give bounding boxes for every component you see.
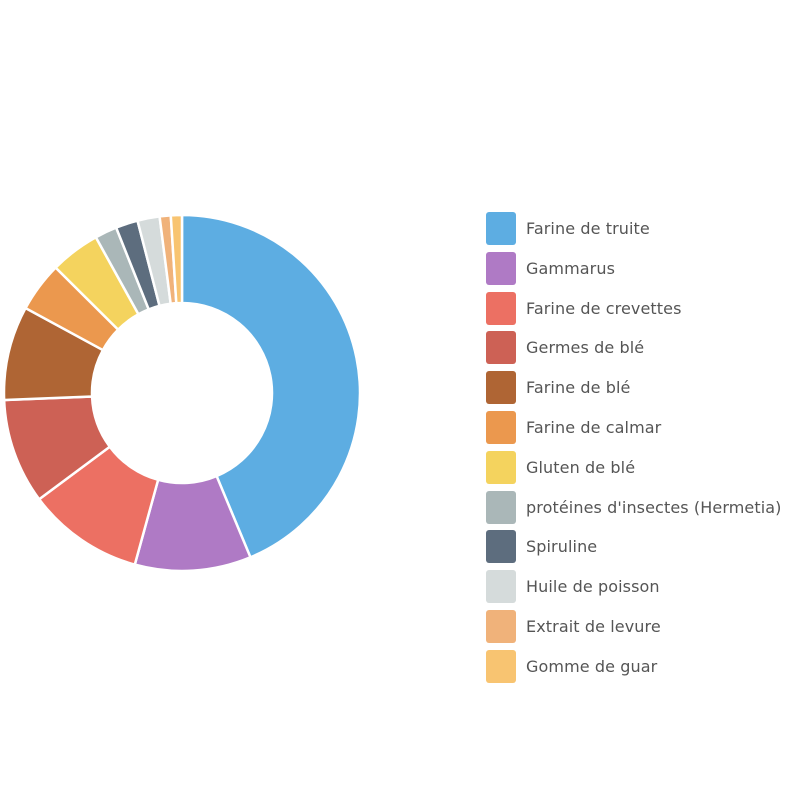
legend-swatch [486, 291, 516, 325]
legend-label: protéines d'insectes (Hermetia) [526, 497, 782, 517]
legend-item[interactable]: Farine de blé [486, 371, 782, 405]
donut-slice-12[interactable] [169, 213, 184, 305]
legend-label: Extrait de levure [526, 616, 661, 636]
legend-swatch [486, 530, 516, 564]
legend-item[interactable]: Farine de crevettes [486, 291, 782, 325]
legend-swatch [486, 490, 516, 524]
legend-swatch [486, 251, 516, 285]
legend-label: Farine de calmar [526, 417, 662, 437]
legend-item[interactable]: Gomme de guar [486, 649, 782, 683]
legend-label: Gammarus [526, 258, 616, 278]
legend-item[interactable]: Huile de poisson [486, 570, 782, 604]
legend-label: Germes de blé [526, 338, 645, 358]
legend-swatch [486, 649, 516, 683]
legend-label: Farine de blé [526, 378, 631, 398]
legend-label: Gluten de blé [526, 457, 636, 477]
legend-swatch [486, 331, 516, 365]
legend-item[interactable]: Extrait de levure [486, 609, 782, 643]
chart-legend: Farine de truite Gammarus Farine de crevet… [486, 212, 782, 690]
legend-item[interactable]: Spiruline [486, 530, 782, 564]
legend-item[interactable]: Gammarus [486, 251, 782, 285]
legend-item[interactable]: Germes de blé [486, 331, 782, 365]
legend-item[interactable]: Farine de truite [486, 212, 782, 245]
legend-swatch [486, 609, 516, 643]
legend-swatch [486, 570, 516, 604]
legend-item[interactable]: protéines d'insectes (Hermetia) [486, 490, 782, 524]
legend-swatch [486, 371, 516, 405]
legend-item[interactable]: Gluten de blé [486, 450, 782, 484]
legend-swatch [486, 212, 516, 245]
legend-swatch [486, 450, 516, 484]
donut-slice-1[interactable] [180, 213, 362, 559]
legend-label: Farine de truite [526, 219, 650, 238]
legend-swatch [486, 410, 516, 444]
legend-label: Gomme de guar [526, 656, 658, 676]
legend-label: Spiruline [526, 537, 598, 557]
legend-label: Huile de poisson [526, 577, 660, 597]
legend-item[interactable]: Farine de calmar [486, 410, 782, 444]
legend-label: Farine de crevettes [526, 298, 682, 318]
